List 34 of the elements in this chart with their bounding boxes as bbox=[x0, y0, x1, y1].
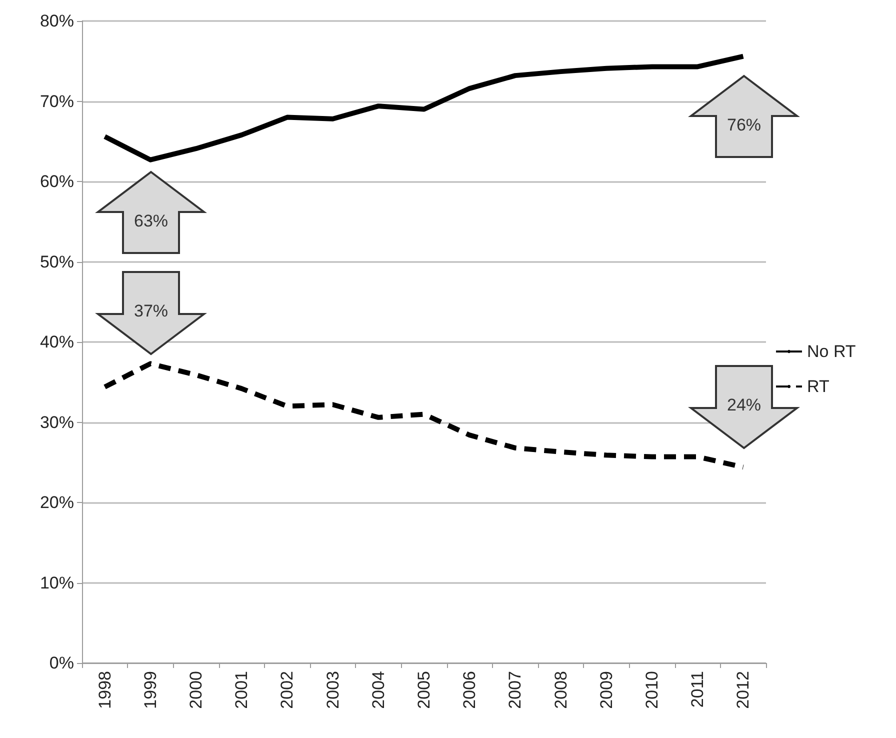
y-tick-label: 30% bbox=[40, 412, 74, 432]
down-arrow: 37% bbox=[95, 271, 207, 356]
annotation: 37% bbox=[134, 302, 168, 320]
x-tick-label: 2012 bbox=[734, 671, 753, 709]
x-tick-label: 2003 bbox=[323, 671, 342, 709]
x-tick-label: 2010 bbox=[642, 671, 662, 709]
x-tick-label: 1999 bbox=[140, 671, 160, 709]
x-tick-label: 2008 bbox=[551, 671, 570, 709]
x-tick-label: 2004 bbox=[368, 671, 388, 709]
legend-label: RT bbox=[807, 377, 830, 396]
y-tick-label: 60% bbox=[40, 172, 74, 191]
x-tick-label: 2009 bbox=[596, 671, 616, 709]
y-tick-label: 10% bbox=[40, 573, 74, 592]
x-tick-label: 2000 bbox=[186, 671, 206, 709]
up-arrow: 63% bbox=[95, 170, 207, 254]
annotation: 76% bbox=[726, 116, 762, 134]
y-tick-label: 50% bbox=[40, 252, 74, 272]
x-tick-label: 2001 bbox=[232, 671, 252, 709]
y-tick-label: 70% bbox=[40, 92, 74, 111]
up-arrow: 76% bbox=[688, 74, 800, 158]
y-tick-label: 40% bbox=[40, 332, 74, 352]
legend-label: No RT bbox=[807, 342, 856, 361]
x-tick-label: 2011 bbox=[688, 671, 708, 708]
x-tick-label: 2005 bbox=[414, 671, 434, 709]
annotation: 24% bbox=[726, 396, 762, 414]
y-tick-label: 20% bbox=[40, 493, 74, 512]
x-tick-label: 2002 bbox=[278, 671, 297, 709]
annotation: 63% bbox=[134, 212, 168, 230]
y-tick-label: 0% bbox=[49, 654, 74, 672]
x-tick-label: 2006 bbox=[460, 671, 480, 709]
down-arrow: 24% bbox=[688, 365, 800, 450]
y-tick-label: 80% bbox=[40, 12, 74, 30]
x-tick-label: 2007 bbox=[506, 671, 525, 709]
x-tick-label: 1998 bbox=[95, 671, 114, 709]
